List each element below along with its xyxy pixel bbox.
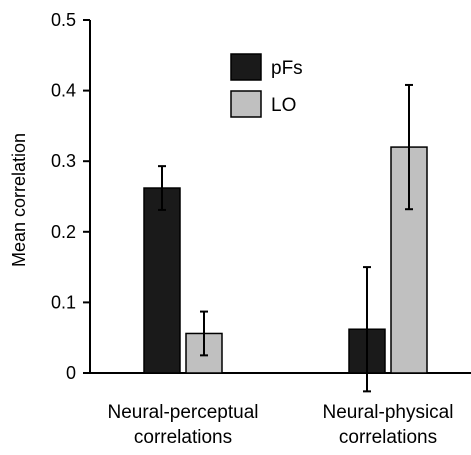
y-tick-label: 0.3 <box>51 151 76 171</box>
category-label-line1: Neural-physical <box>323 402 454 423</box>
error-bar-pfs-2 <box>363 266 371 393</box>
y-tick-label: 0.1 <box>51 292 76 312</box>
error-bar-lo-1 <box>200 310 208 357</box>
y-tick-label: 0.5 <box>51 10 76 30</box>
category-label-line1: Neural-perceptual <box>107 402 258 423</box>
y-tick-label: 0.4 <box>51 81 76 101</box>
category-label-line2: correlations <box>134 427 232 448</box>
y-tick-label: 0 <box>66 363 76 383</box>
legend-swatch-lo <box>230 90 262 118</box>
legend-label-pfs: pFs <box>271 58 303 79</box>
bar-pfs-1 <box>143 187 181 374</box>
error-bar-pfs-1 <box>158 165 166 211</box>
legend-label-lo: LO <box>271 95 296 116</box>
bars <box>143 83 428 393</box>
y-axis-label: Mean correlation <box>9 133 29 267</box>
legend: pFs LO <box>230 53 303 118</box>
legend-swatch-pfs <box>230 53 262 81</box>
y-tick-label: 0.2 <box>51 222 76 242</box>
category-label-line2: correlations <box>339 427 437 448</box>
axes: 0 0.1 0.2 0.3 0.4 0.5 Neural-perceptual correla… <box>51 10 471 448</box>
error-bar-lo-2 <box>405 83 413 211</box>
